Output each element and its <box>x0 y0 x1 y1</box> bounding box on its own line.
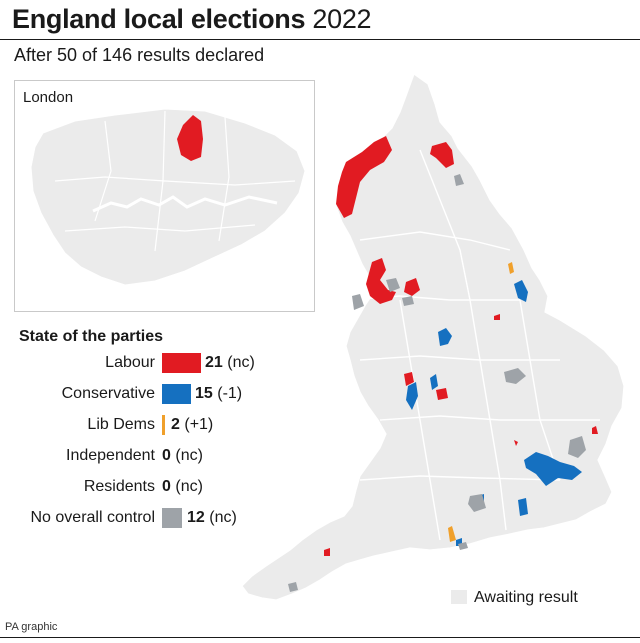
conservative-region-midlands-east <box>430 374 438 390</box>
awaiting-label: Awaiting result <box>474 589 578 606</box>
labour-region-northwest <box>366 258 396 304</box>
labour-region-greater-manchester <box>404 278 420 296</box>
awaiting-swatch <box>451 590 467 604</box>
labour-region-east <box>592 426 598 434</box>
noc-region-northeast <box>454 174 464 186</box>
labour-region-cumbria <box>336 136 392 218</box>
labour-region-midlands <box>404 372 414 386</box>
legend-label: Residents <box>83 478 155 495</box>
legend-label: Labour <box>105 354 155 371</box>
noc-region-wiltshire <box>468 494 486 512</box>
legend-row-conservative: Conservative 15 (-1) <box>0 383 320 407</box>
top-rule <box>0 39 640 40</box>
labour-region-london-borough <box>177 115 203 161</box>
legend-count: 0 (nc) <box>162 478 203 495</box>
noc-region-lincs <box>504 368 526 384</box>
chart-title: England local elections 2022 <box>12 4 372 35</box>
noc-region-merseyside <box>352 294 364 310</box>
libdem-region-hull <box>508 262 514 274</box>
title-year: 2022 <box>312 4 372 34</box>
labour-region-birmingham <box>436 388 448 400</box>
london-landmass <box>30 108 306 286</box>
legend-label: Conservative <box>61 385 155 402</box>
labour-region-south <box>514 440 518 446</box>
conservative-region-derby <box>438 328 452 346</box>
legend-count: 2 (+1) <box>171 416 214 433</box>
legend-label: No overall control <box>30 509 156 526</box>
legend-label: Lib Dems <box>87 416 155 433</box>
labour-region-yorkshire <box>494 314 500 320</box>
noc-region-portsmouth <box>458 542 468 550</box>
map-boundaries <box>349 149 600 541</box>
libdem-region-southampton <box>448 526 456 542</box>
subtitle: After 50 of 146 results declared <box>14 45 265 65</box>
conservative-swatch <box>162 384 191 404</box>
legend-count: 0 (nc) <box>162 447 203 464</box>
legend-row-residents: Residents 0 (nc) <box>0 476 320 500</box>
legend-count: 12 (nc) <box>187 509 237 526</box>
conservative-region-surrey <box>518 498 528 516</box>
noc-region-cheshire <box>402 296 414 306</box>
legend-count: 15 (-1) <box>195 385 243 402</box>
london-borough-lines <box>54 110 296 252</box>
thames-river <box>92 195 278 213</box>
noc-region-lancs <box>386 278 400 292</box>
legend-label: Independent <box>66 447 155 464</box>
labour-region-southwest <box>324 548 330 556</box>
conservative-region-west-midlands <box>406 382 418 410</box>
legend-row-libdems: Lib Dems 2 (+1) <box>0 414 320 438</box>
labour-region-northeast <box>430 142 454 168</box>
legend-row-no-overall-control: No overall control 12 (nc) <box>0 507 320 531</box>
title-main: England local elections <box>12 4 306 34</box>
labour-swatch <box>162 353 201 373</box>
legend-title: State of the parties <box>19 328 164 345</box>
legend-row-independent: Independent 0 (nc) <box>0 445 320 469</box>
legend-count: 21 (nc) <box>205 354 255 371</box>
legend-row-labour: Labour 21 (nc) <box>0 352 320 376</box>
noc-region-essex <box>568 436 586 458</box>
libdems-swatch <box>162 415 165 435</box>
credit: PA graphic <box>5 621 58 633</box>
london-inset: London <box>14 80 315 312</box>
noc-swatch <box>162 508 182 528</box>
noc-region-plymouth <box>288 582 298 592</box>
bottom-rule <box>0 637 640 638</box>
inset-title: London <box>23 89 74 106</box>
london-map <box>30 108 306 286</box>
conservative-region-london-area <box>524 452 582 486</box>
conservative-region-humber <box>514 280 528 302</box>
